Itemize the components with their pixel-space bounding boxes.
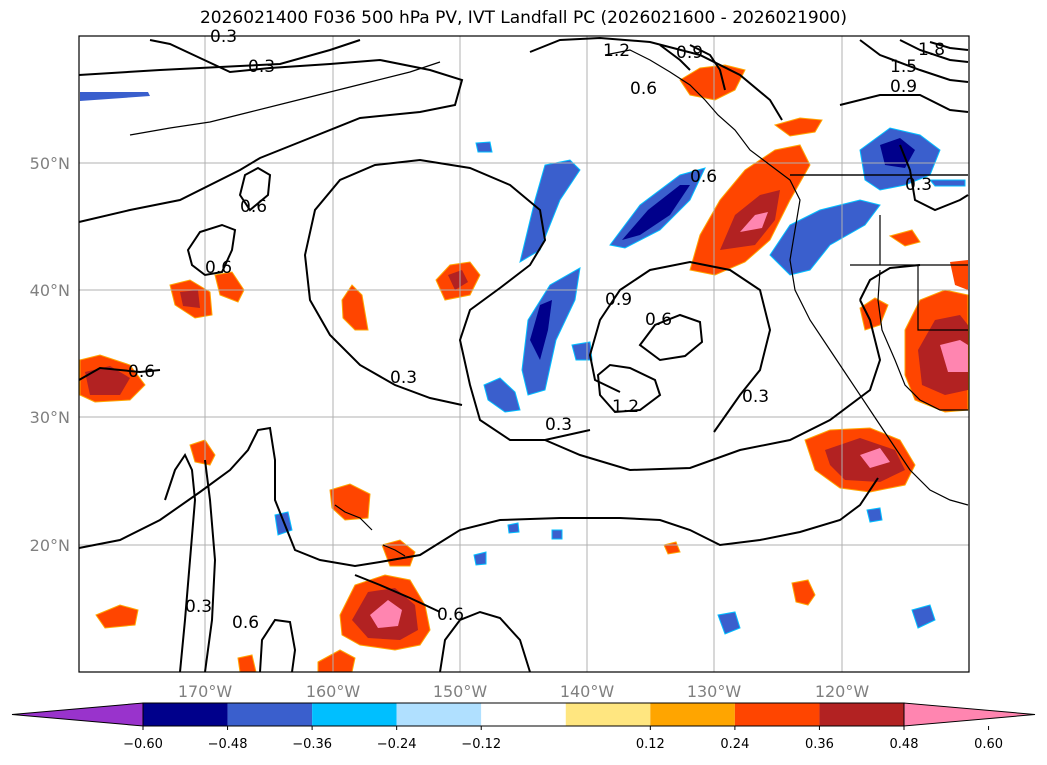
colorbar-extension-low bbox=[11, 702, 144, 727]
colorbar-outline bbox=[142, 702, 905, 727]
lon-label: 170°W bbox=[178, 682, 233, 701]
pv-contours bbox=[78, 36, 969, 673]
contour-label: 0.6 bbox=[630, 79, 657, 99]
negative-anomalies bbox=[80, 92, 966, 635]
lon-label: 120°W bbox=[815, 682, 870, 701]
colorbar-segment bbox=[819, 703, 904, 726]
coastlines bbox=[129, 49, 969, 557]
contour-label: 0.6 bbox=[645, 310, 672, 330]
contour-label: 0.9 bbox=[605, 290, 632, 310]
contour-label: 0.3 bbox=[185, 597, 212, 617]
colorbar-tick-label: 0.36 bbox=[805, 737, 834, 752]
longitude-labels: 170°W 160°W 150°W 140°W 130°W 120°W bbox=[178, 682, 870, 701]
colorbar-tick-label: −0.12 bbox=[461, 737, 501, 752]
contour-label: 0.9 bbox=[676, 43, 703, 63]
colorbar: −0.60 −0.48 −0.36 −0.24 −0.12 0.12 0.24 0.36 0.4… bbox=[11, 702, 1036, 752]
lat-label: 30°N bbox=[30, 408, 70, 427]
colorbar-tick-label: −0.24 bbox=[377, 737, 417, 752]
colorbar-tick-label: −0.48 bbox=[208, 737, 248, 752]
colorbar-tick-label: 0.12 bbox=[636, 737, 665, 752]
colorbar-segment bbox=[312, 703, 397, 726]
colorbar-tick-label: −0.36 bbox=[292, 737, 332, 752]
colorbar-segment bbox=[565, 703, 651, 726]
contour-label: 0.3 bbox=[390, 368, 417, 388]
contour-label: 0.6 bbox=[437, 605, 464, 625]
contour-label: 0.3 bbox=[905, 175, 932, 195]
graticule bbox=[79, 36, 969, 672]
contour-label: 1.2 bbox=[612, 397, 639, 417]
colorbar-segment bbox=[734, 703, 820, 726]
lon-label: 140°W bbox=[560, 682, 615, 701]
contour-label: 0.6 bbox=[690, 167, 717, 187]
colorbar-tick-label: 0.48 bbox=[890, 737, 919, 752]
contour-label: 0.6 bbox=[232, 613, 259, 633]
colorbar-segment bbox=[227, 703, 313, 726]
contour-label: 0.3 bbox=[210, 27, 237, 47]
contour-label: 0.3 bbox=[742, 387, 769, 407]
contour-label: 1.8 bbox=[918, 40, 945, 60]
contour-label: 0.6 bbox=[240, 197, 267, 217]
colorbar-tick-label: 0.24 bbox=[720, 737, 749, 752]
latitude-labels: 50°N 40°N 30°N 20°N bbox=[30, 154, 70, 555]
contour-label: 0.6 bbox=[128, 362, 155, 382]
colorbar-segment bbox=[650, 703, 735, 726]
contour-labels: 0.3 0.3 0.6 0.6 0.6 0.3 0.3 0.3 0.9 0.6 … bbox=[128, 27, 945, 633]
colorbar-segment bbox=[396, 703, 482, 726]
colorbar-extension-high bbox=[903, 702, 1036, 727]
lon-label: 150°W bbox=[433, 682, 488, 701]
contour-label: 0.3 bbox=[545, 415, 572, 435]
colorbar-tick-label: −0.60 bbox=[123, 737, 163, 752]
colorbar-segment bbox=[143, 703, 228, 726]
colorbar-tick-label: 0.60 bbox=[974, 737, 1003, 752]
map-panel: 0.3 0.3 0.6 0.6 0.6 0.3 0.3 0.3 0.9 0.6 … bbox=[78, 27, 970, 673]
contour-label: 0.3 bbox=[248, 57, 275, 77]
lat-label: 50°N bbox=[30, 154, 70, 173]
contour-label: 0.9 bbox=[890, 77, 917, 97]
lat-label: 40°N bbox=[30, 281, 70, 300]
contour-label: 1.5 bbox=[890, 57, 917, 77]
lon-label: 160°W bbox=[306, 682, 361, 701]
contour-label: 1.2 bbox=[603, 41, 630, 61]
figure-title: 2026021400 F036 500 hPa PV, IVT Landfall… bbox=[199, 8, 847, 28]
lon-label: 130°W bbox=[687, 682, 742, 701]
contour-label: 0.6 bbox=[205, 258, 232, 278]
colorbar-segment bbox=[481, 703, 566, 726]
lat-label: 20°N bbox=[30, 536, 70, 555]
